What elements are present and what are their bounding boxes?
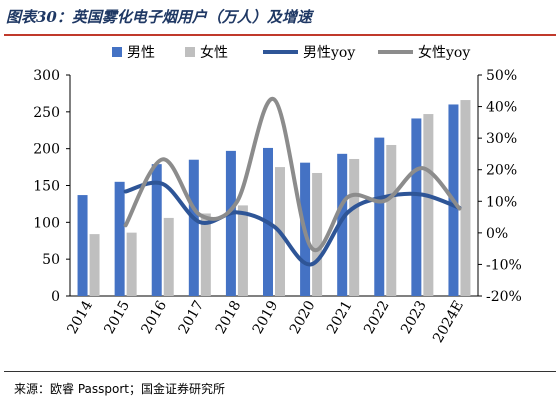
y-left-tick-label: 300 bbox=[33, 68, 60, 84]
legend-label: 男性yoy bbox=[303, 45, 355, 61]
bar-male bbox=[77, 195, 88, 296]
y-left-tick-label: 200 bbox=[33, 142, 60, 158]
bar-female bbox=[200, 213, 211, 296]
bar-female bbox=[126, 232, 137, 296]
chart-title: 图表30：英国雾化电子烟用户（万人）及增速 bbox=[6, 8, 312, 26]
legend-label: 女性yoy bbox=[418, 44, 470, 61]
y-right-tick-label: 30% bbox=[486, 131, 517, 147]
y-left-tick-label: 150 bbox=[33, 179, 60, 195]
bar-female bbox=[386, 144, 397, 296]
bar-female bbox=[237, 205, 248, 296]
y-right-tick-label: 40% bbox=[486, 100, 517, 116]
y-right-tick-label: 0% bbox=[486, 226, 508, 242]
line-male-yoy bbox=[123, 180, 462, 267]
legend-swatch bbox=[112, 47, 122, 57]
x-tick-label: 2021 bbox=[324, 298, 356, 337]
x-tick-label: 2023 bbox=[398, 298, 430, 337]
bar-female bbox=[423, 114, 434, 296]
x-tick-label: 2016 bbox=[139, 298, 171, 337]
y-left-tick-label: 50 bbox=[42, 252, 60, 268]
y-left-tick-label: 100 bbox=[33, 215, 60, 231]
legend-label: 男性 bbox=[127, 45, 155, 61]
legend-label: 女性 bbox=[200, 44, 228, 61]
bar-male bbox=[151, 164, 162, 296]
source-divider bbox=[4, 371, 556, 372]
title-divider bbox=[4, 34, 556, 36]
x-tick-label: 2020 bbox=[287, 298, 319, 337]
bar-female bbox=[349, 158, 360, 296]
y-right-tick-label: 50% bbox=[486, 68, 517, 84]
bar-female bbox=[460, 100, 471, 297]
x-tick-label: 2018 bbox=[213, 298, 245, 337]
bar-female bbox=[312, 172, 323, 296]
bar-female bbox=[89, 234, 100, 296]
y-left-tick-label: 250 bbox=[33, 105, 60, 121]
y-right-tick-label: 10% bbox=[486, 194, 517, 210]
bar-female bbox=[163, 217, 174, 296]
x-tick-label: 2015 bbox=[101, 298, 133, 337]
bar-male bbox=[225, 150, 236, 296]
bar-male bbox=[114, 181, 125, 296]
y-right-tick-label: 20% bbox=[486, 163, 517, 179]
y-right-tick-label: -20% bbox=[486, 289, 522, 305]
chart: 0 50 100 150 200 250 300 -20% -10% 0% 10% 20% 30% 40%… bbox=[33, 44, 522, 346]
x-tick-label: 2019 bbox=[250, 298, 282, 337]
y-right-tick-label: -10% bbox=[486, 257, 522, 273]
bar-male bbox=[188, 159, 199, 296]
bar-male bbox=[411, 118, 422, 296]
x-tick-label: 2014 bbox=[64, 298, 96, 337]
bar-male bbox=[374, 137, 385, 296]
x-tick-label: 2024E bbox=[430, 298, 467, 346]
line-female-yoy bbox=[123, 97, 462, 253]
x-tick-label: 2017 bbox=[176, 298, 208, 337]
legend-swatch bbox=[185, 47, 195, 57]
x-tick-label: 2022 bbox=[361, 298, 393, 337]
bar-male bbox=[337, 153, 348, 296]
source-note: 来源：欧睿 Passport；国金证券研究所 bbox=[14, 382, 225, 396]
y-left-tick-label: 0 bbox=[51, 289, 60, 305]
